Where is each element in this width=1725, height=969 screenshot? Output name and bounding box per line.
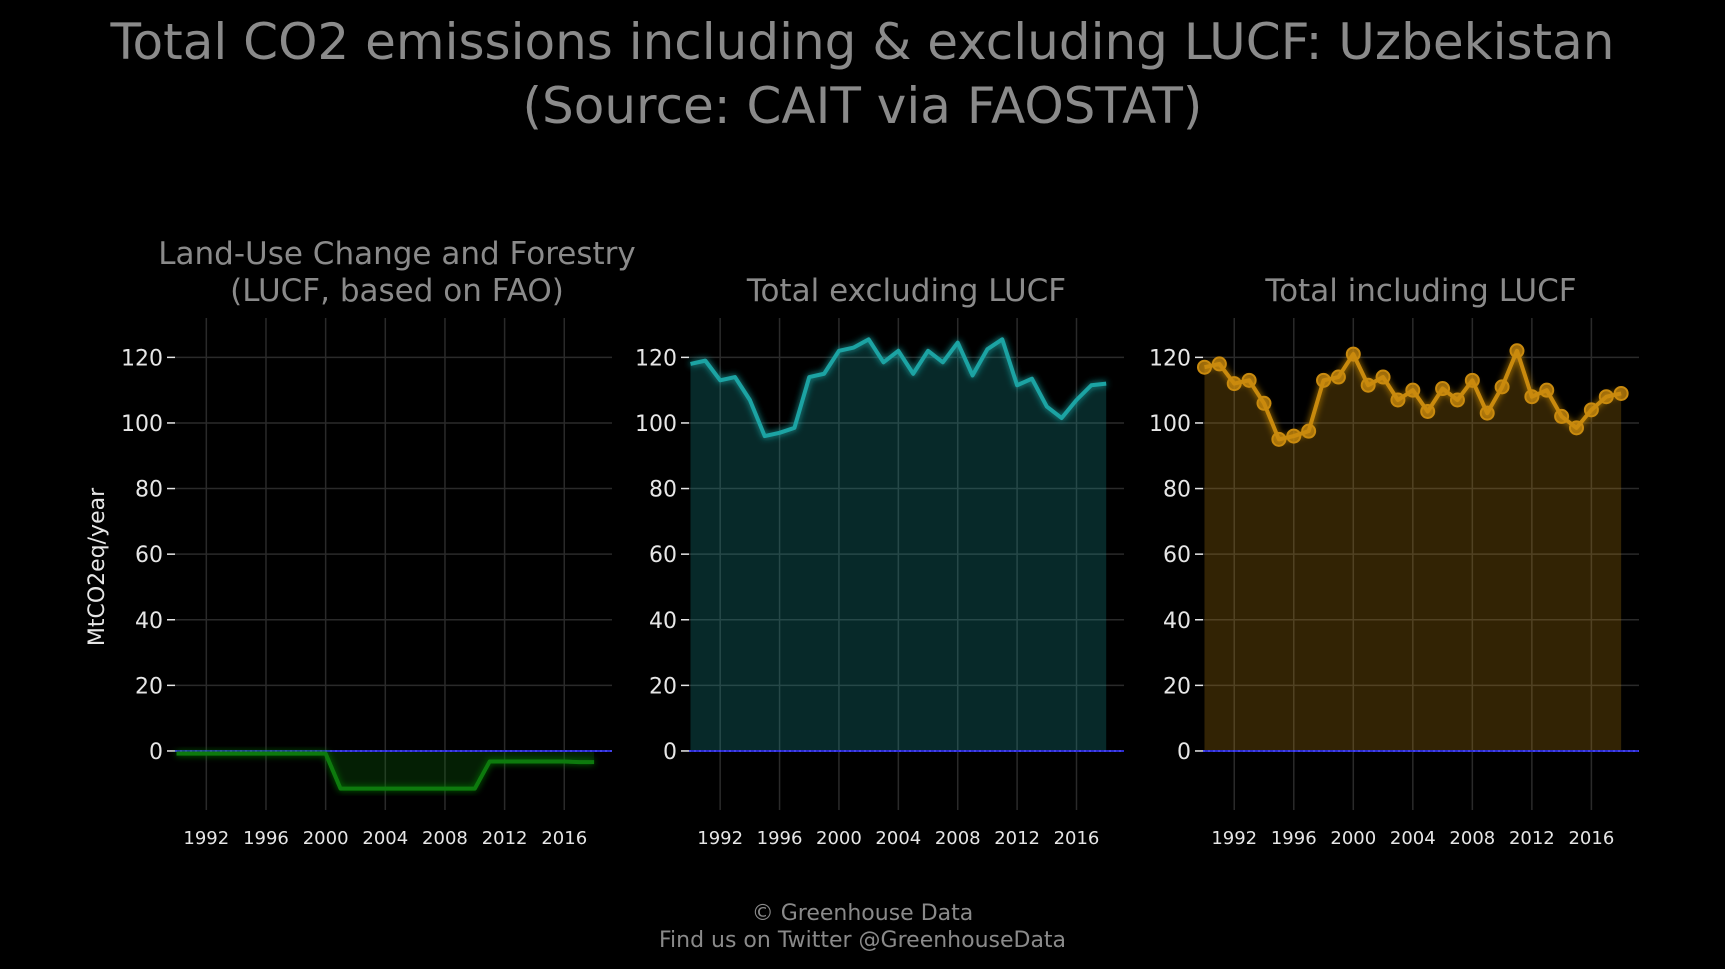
- panel-2: 0 20 40 60 80 100 120 1992 1996 2000 2004 2008 2012 2…: [635, 273, 1124, 849]
- x-tick-label: 2000: [1330, 828, 1376, 849]
- data-point: [1211, 356, 1227, 372]
- panel-1: 0 20 40 60 80 100 120 1992 1996 2000 2004 2008 2012 2…: [85, 236, 636, 849]
- x-tick-label: 2008: [935, 828, 981, 849]
- x-tick-label: 2016: [541, 828, 587, 849]
- panel-title-line: Total excluding LUCF: [746, 273, 1066, 309]
- data-point: [1405, 382, 1421, 398]
- data-point: [1554, 408, 1570, 424]
- data-point: [1375, 369, 1391, 385]
- x-tick-label: 1996: [757, 828, 803, 849]
- x-tick-label: 1996: [1271, 828, 1317, 849]
- data-point: [1196, 359, 1212, 375]
- y-tick-label: 120: [1149, 346, 1191, 371]
- data-point: [1569, 420, 1585, 436]
- y-tick-label: 20: [649, 674, 677, 699]
- footer-copyright: © Greenhouse Data: [751, 901, 974, 926]
- x-tick-label: 2008: [422, 828, 468, 849]
- footer-credits: © Greenhouse Data Find us on Twitter @Gr…: [0, 900, 1725, 954]
- y-tick-label: 100: [121, 412, 163, 437]
- data-point: [1390, 392, 1406, 408]
- data-point: [1301, 423, 1317, 439]
- data-point: [1509, 343, 1525, 359]
- data-point: [1435, 381, 1451, 397]
- y-tick-label: 40: [1163, 609, 1191, 634]
- y-tick-label: 100: [1149, 412, 1191, 437]
- data-point: [1464, 372, 1480, 388]
- data-point: [1345, 346, 1361, 362]
- y-tick-label: 40: [649, 609, 677, 634]
- x-tick-label: 2008: [1449, 828, 1495, 849]
- data-point: [1330, 369, 1346, 385]
- data-point: [1286, 428, 1302, 444]
- x-tick-label: 1992: [1211, 828, 1257, 849]
- x-tick-label: 2012: [994, 828, 1040, 849]
- y-tick-label: 60: [1163, 543, 1191, 568]
- x-tick-label: 2000: [303, 828, 349, 849]
- y-tick-label: 20: [1163, 674, 1191, 699]
- y-tick-label: 60: [649, 543, 677, 568]
- x-tick-label: 2012: [1509, 828, 1555, 849]
- data-point: [1524, 389, 1540, 405]
- series-area: [176, 750, 595, 789]
- data-point: [1494, 379, 1510, 395]
- y-tick-label: 0: [149, 740, 163, 765]
- x-tick-label: 2004: [362, 828, 408, 849]
- y-tick-label: 80: [1163, 478, 1191, 503]
- x-tick-label: 2004: [875, 828, 921, 849]
- title-line-1: Total CO2 emissions including & excludin…: [110, 13, 1615, 71]
- data-point: [1316, 372, 1332, 388]
- series-line: [690, 337, 1107, 439]
- y-axis-label: MtCO2eq/year: [85, 487, 110, 646]
- x-tick-label: 2000: [816, 828, 862, 849]
- y-tick-label: 100: [635, 412, 677, 437]
- data-point: [1539, 382, 1555, 398]
- y-tick-label: 60: [135, 543, 163, 568]
- data-point: [1420, 403, 1436, 419]
- panel-title-line: Land-Use Change and Forestry: [158, 236, 636, 272]
- footer-twitter: Find us on Twitter @GreenhouseData: [658, 928, 1067, 953]
- x-tick-label: 2016: [1568, 828, 1614, 849]
- data-point: [1479, 405, 1495, 421]
- series-area: [690, 339, 1107, 751]
- x-tick-label: 2004: [1390, 828, 1436, 849]
- data-point: [1241, 372, 1257, 388]
- data-point: [1598, 389, 1614, 405]
- x-tick-label: 1992: [183, 828, 229, 849]
- title-line-2: (Source: CAIT via FAOSTAT): [522, 77, 1203, 135]
- data-point: [1226, 376, 1242, 392]
- y-tick-label: 0: [1177, 740, 1191, 765]
- x-tick-label: 2016: [1054, 828, 1100, 849]
- y-tick-label: 80: [649, 478, 677, 503]
- panel-3: 0 20 40 60 80 100 120 1992 1996 2000 2004 2008 2012 2…: [1149, 273, 1639, 849]
- x-tick-label: 1992: [697, 828, 743, 849]
- panel-title-line: (LUCF, based on FAO): [230, 273, 564, 309]
- y-tick-label: 40: [135, 609, 163, 634]
- panel-title-line: Total including LUCF: [1264, 273, 1576, 309]
- data-point: [1613, 385, 1629, 401]
- data-point: [1256, 395, 1272, 411]
- x-tick-label: 2012: [482, 828, 528, 849]
- data-point: [1449, 392, 1465, 408]
- series-line: [176, 751, 595, 791]
- y-tick-label: 80: [135, 478, 163, 503]
- y-tick-label: 120: [635, 346, 677, 371]
- y-tick-label: 0: [663, 740, 677, 765]
- data-point: [1583, 402, 1599, 418]
- series-area: [1204, 350, 1622, 751]
- y-tick-label: 20: [135, 674, 163, 699]
- chart-main-title: Total CO2 emissions including & excludin…: [0, 10, 1725, 138]
- y-tick-label: 120: [121, 346, 163, 371]
- x-tick-label: 1996: [243, 828, 289, 849]
- data-point: [1360, 377, 1376, 393]
- data-point: [1271, 431, 1287, 447]
